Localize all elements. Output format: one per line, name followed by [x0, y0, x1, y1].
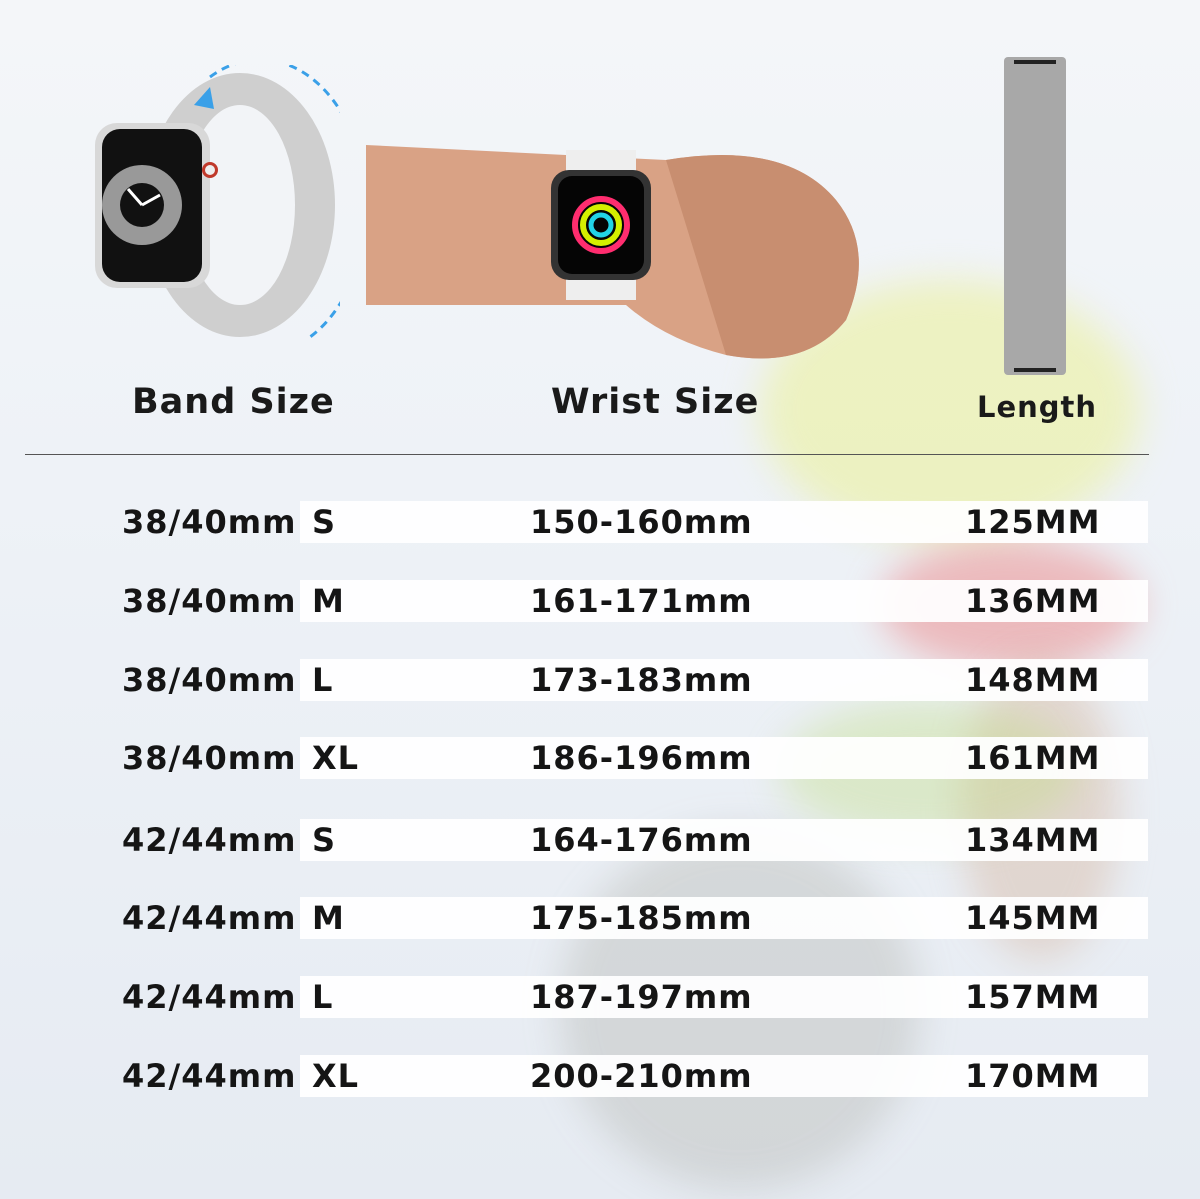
- table-row: 38/40mm XL 186-196mm 161MM: [0, 737, 1200, 781]
- size-label-cell: L: [312, 978, 334, 1016]
- band-size-cell: 38/40mm: [122, 582, 297, 620]
- watch-band-illustration: [95, 65, 340, 339]
- length-cell: 157MM: [965, 978, 1101, 1016]
- header-length: Length: [977, 390, 1098, 424]
- wrist-size-cell: 200-210mm: [530, 1057, 753, 1095]
- length-cell: 170MM: [965, 1057, 1101, 1095]
- row-background: [300, 819, 1148, 861]
- wrist-size-cell: 161-171mm: [530, 582, 753, 620]
- band-size-cell: 42/44mm: [122, 899, 297, 937]
- size-label-cell: S: [312, 821, 337, 859]
- band-size-cell: 38/40mm: [122, 503, 297, 541]
- header-divider: [25, 454, 1149, 455]
- length-cell: 161MM: [965, 739, 1101, 777]
- length-cell: 134MM: [965, 821, 1101, 859]
- row-background: [300, 501, 1148, 543]
- row-background: [300, 580, 1148, 622]
- wrist-size-cell: 187-197mm: [530, 978, 753, 1016]
- table-row: 42/44mm XL 200-210mm 170MM: [0, 1055, 1200, 1099]
- length-cell: 148MM: [965, 661, 1101, 699]
- band-size-cell: 38/40mm: [122, 661, 297, 699]
- row-background: [300, 976, 1148, 1018]
- band-length-illustration: [1004, 57, 1066, 375]
- table-row: 42/44mm M 175-185mm 145MM: [0, 897, 1200, 941]
- length-cell: 136MM: [965, 582, 1101, 620]
- table-row: 38/40mm M 161-171mm 136MM: [0, 580, 1200, 624]
- size-label-cell: M: [312, 899, 345, 937]
- table-row: 42/44mm L 187-197mm 157MM: [0, 976, 1200, 1020]
- header-wrist-size: Wrist Size: [551, 382, 760, 422]
- size-label-cell: S: [312, 503, 337, 541]
- wrist-size-cell: 150-160mm: [530, 503, 753, 541]
- header-band-size: Band Size: [132, 382, 335, 422]
- table-row: 38/40mm L 173-183mm 148MM: [0, 659, 1200, 703]
- size-label-cell: L: [312, 661, 334, 699]
- table-row: 42/44mm S 164-176mm 134MM: [0, 819, 1200, 863]
- wrist-size-cell: 164-176mm: [530, 821, 753, 859]
- row-background: [300, 737, 1148, 779]
- band-size-cell: 42/44mm: [122, 978, 297, 1016]
- size-label-cell: M: [312, 582, 345, 620]
- wrist-size-cell: 173-183mm: [530, 661, 753, 699]
- wrist-size-cell: 175-185mm: [530, 899, 753, 937]
- row-background: [300, 659, 1148, 701]
- wrist-photo: [366, 145, 859, 359]
- row-background: [300, 1055, 1148, 1097]
- size-label-cell: XL: [312, 739, 360, 777]
- band-size-cell: 38/40mm: [122, 739, 297, 777]
- band-size-cell: 42/44mm: [122, 821, 297, 859]
- length-cell: 145MM: [965, 899, 1101, 937]
- table-row: 38/40mm S 150-160mm 125MM: [0, 501, 1200, 545]
- length-cell: 125MM: [965, 503, 1101, 541]
- row-background: [300, 897, 1148, 939]
- wrist-size-cell: 186-196mm: [530, 739, 753, 777]
- size-label-cell: XL: [312, 1057, 360, 1095]
- band-size-cell: 42/44mm: [122, 1057, 297, 1095]
